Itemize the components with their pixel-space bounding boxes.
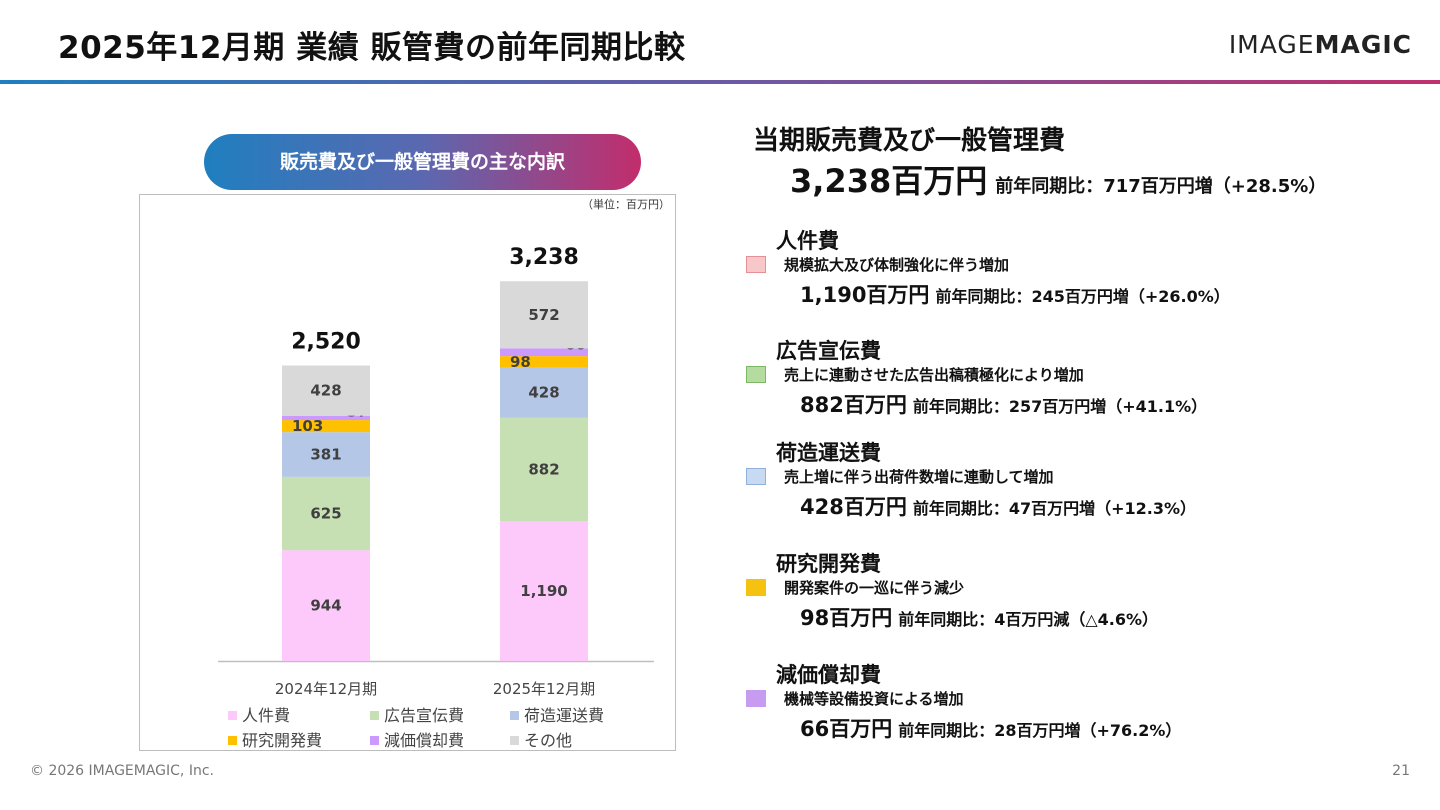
stacked-bar-chart: （単位：百万円）944625381103374282,5202024年12月期1… bbox=[218, 197, 670, 750]
category-amount: 428百万円 bbox=[800, 495, 907, 519]
category-amount: 882百万円 bbox=[800, 393, 907, 417]
category-amount-row: 1,190百万円 前年同期比：245百万円増（+26.0%） bbox=[800, 279, 1230, 309]
category-description: 開発案件の一巡に伴う減少 bbox=[784, 579, 965, 597]
bar-segment bbox=[500, 417, 588, 522]
category-amount: 98百万円 bbox=[800, 606, 893, 630]
legend-swatch bbox=[510, 736, 519, 745]
category-amount: 66百万円 bbox=[800, 717, 893, 741]
bar-value-label: 428 bbox=[310, 382, 341, 400]
legend-label: 広告宣伝費 bbox=[384, 706, 464, 725]
bar-segment bbox=[282, 365, 370, 416]
category-swatch bbox=[746, 690, 766, 707]
bar-total-label: 2,520 bbox=[291, 329, 361, 354]
legend-label: 減価償却費 bbox=[384, 731, 464, 750]
legend-swatch bbox=[228, 736, 237, 745]
bar-segment bbox=[282, 415, 370, 421]
chart-panel: （単位：百万円）944625381103374282,5202024年12月期1… bbox=[139, 194, 676, 751]
page-title: 2025年12月期 業績 販管費の前年同期比較 bbox=[58, 30, 686, 66]
logo-text-left: IMAGE bbox=[1228, 30, 1315, 59]
chart-heading-pill: 販売費及び一般管理費の主な内訳 bbox=[204, 134, 641, 190]
legend-label: 人件費 bbox=[242, 706, 290, 725]
bar-segment bbox=[500, 348, 588, 357]
bar-value-label: 572 bbox=[528, 306, 559, 324]
summary-total-row: 3,238百万円 前年同期比：717百万円増（+28.5%） bbox=[790, 156, 1326, 202]
bar-value-label: 882 bbox=[528, 461, 559, 479]
category-description: 売上増に伴う出荷件数増に連動して増加 bbox=[784, 468, 1054, 486]
x-tick-label: 2025年12月期 bbox=[493, 680, 595, 698]
bar-value-label: 944 bbox=[310, 597, 341, 615]
copyright: © 2026 IMAGEMAGIC, Inc. bbox=[30, 763, 214, 779]
legend-label: 研究開発費 bbox=[242, 731, 322, 750]
bar-segment bbox=[282, 550, 370, 661]
summary-yoy: 前年同期比：717百万円増（+28.5%） bbox=[995, 176, 1327, 197]
category-description: 機械等設備投資による増加 bbox=[784, 690, 964, 708]
legend-swatch bbox=[228, 711, 237, 720]
summary-total: 3,238百万円 bbox=[790, 162, 988, 200]
page-number: 21 bbox=[1392, 763, 1410, 779]
category-name: 荷造運送費 bbox=[776, 441, 881, 465]
bar-segment bbox=[282, 420, 370, 433]
category-amount-row: 66百万円 前年同期比：28百万円増（+76.2%） bbox=[800, 713, 1181, 743]
bar-value-label: 428 bbox=[528, 384, 559, 402]
bar-value-label: 381 bbox=[310, 446, 341, 464]
legend-label: その他 bbox=[524, 731, 572, 750]
legend-swatch bbox=[510, 711, 519, 720]
category-description: 売上に連動させた広告出稿積極化により増加 bbox=[784, 366, 1084, 384]
company-logo: IMAGEMAGIC bbox=[1229, 30, 1412, 59]
category-name: 広告宣伝費 bbox=[776, 339, 881, 363]
category-amount-row: 428百万円 前年同期比：47百万円増（+12.3%） bbox=[800, 491, 1196, 521]
category-yoy: 前年同期比：28百万円増（+76.2%） bbox=[898, 721, 1182, 740]
bar-segment bbox=[500, 356, 588, 368]
category-swatch bbox=[746, 468, 766, 485]
category-name: 研究開発費 bbox=[776, 552, 881, 576]
bar-value-label: 1,190 bbox=[520, 582, 567, 600]
legend-label: 荷造運送費 bbox=[524, 706, 604, 725]
category-description: 規模拡大及び体制強化に伴う増加 bbox=[784, 256, 1010, 274]
category-amount-row: 98百万円 前年同期比：4百万円減（△4.6%） bbox=[800, 602, 1158, 632]
bar-segment bbox=[500, 521, 588, 661]
header-divider bbox=[0, 80, 1440, 84]
category-swatch bbox=[746, 366, 766, 383]
bar-value-label: 103 bbox=[292, 417, 323, 435]
category-yoy: 前年同期比：245百万円増（+26.0%） bbox=[935, 287, 1230, 306]
bar-total-label: 3,238 bbox=[509, 245, 579, 270]
category-yoy: 前年同期比：47百万円増（+12.3%） bbox=[912, 499, 1197, 518]
legend-swatch bbox=[370, 711, 379, 720]
chart-unit-label: （単位：百万円） bbox=[582, 197, 670, 211]
summary-title: 当期販売費及び一般管理費 bbox=[753, 126, 1066, 156]
bar-segment bbox=[500, 281, 588, 349]
category-name: 減価償却費 bbox=[776, 663, 881, 687]
category-yoy: 前年同期比：4百万円減（△4.6%） bbox=[898, 610, 1159, 629]
x-tick-label: 2024年12月期 bbox=[275, 680, 377, 698]
category-amount: 1,190百万円 bbox=[800, 283, 930, 307]
bar-value-label: 98 bbox=[510, 353, 531, 371]
category-amount-row: 882百万円 前年同期比：257百万円増（+41.1%） bbox=[800, 389, 1207, 419]
category-swatch bbox=[746, 579, 766, 596]
bar-segment bbox=[500, 367, 588, 418]
category-name: 人件費 bbox=[776, 229, 839, 253]
legend-swatch bbox=[370, 736, 379, 745]
category-yoy: 前年同期比：257百万円増（+41.1%） bbox=[912, 397, 1208, 416]
bar-value-label: 625 bbox=[310, 505, 341, 523]
category-swatch bbox=[746, 256, 766, 273]
bar-segment bbox=[282, 476, 370, 551]
bar-segment bbox=[282, 432, 370, 477]
logo-text-right: MAGIC bbox=[1314, 30, 1412, 59]
